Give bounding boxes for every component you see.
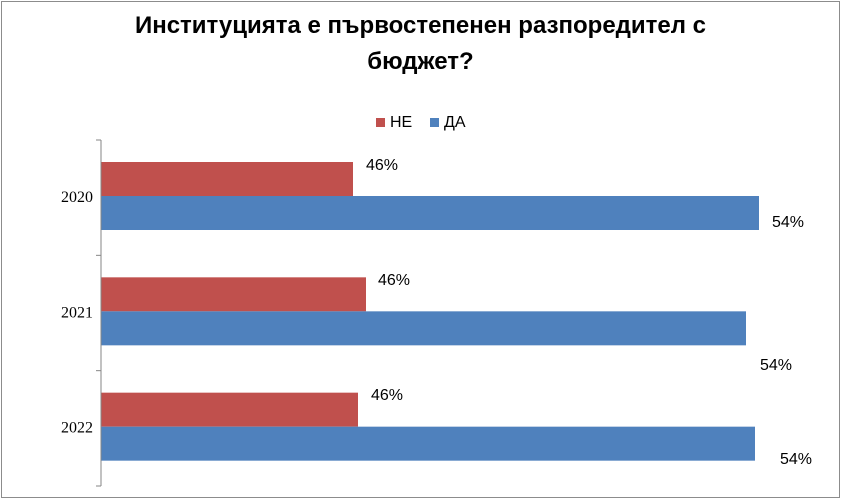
bar-да-2021 <box>101 311 746 346</box>
bar-да-2020 <box>101 196 759 230</box>
legend-swatch-не <box>376 118 385 127</box>
bar-не-2020 <box>101 162 353 196</box>
bar-не-2021 <box>101 277 366 312</box>
bar-да-2022 <box>101 426 755 461</box>
bar-не-2022 <box>101 392 358 427</box>
data-label-не-2021: 46% <box>378 272 410 289</box>
data-label-не-2020: 46% <box>366 157 398 174</box>
category-label: 2021 <box>61 304 93 321</box>
chart-title-line-1: Институцията е първостепенен разпоредите… <box>134 12 707 39</box>
legend-swatch-да <box>430 118 439 127</box>
data-label-да-2022: 54% <box>780 451 812 468</box>
data-label-да-2021: 54% <box>760 357 792 374</box>
category-label: 2020 <box>61 189 93 206</box>
chart-title: Институцията е първостепенен разпоредите… <box>0 8 841 80</box>
chart-title-line-2: бюджет? <box>367 48 474 75</box>
data-label-да-2020: 54% <box>772 214 804 231</box>
data-label-не-2022: 46% <box>371 387 403 404</box>
legend-label-1: ДА <box>444 114 466 131</box>
legend-label-0: НЕ <box>390 114 412 131</box>
category-label: 2022 <box>61 420 93 437</box>
